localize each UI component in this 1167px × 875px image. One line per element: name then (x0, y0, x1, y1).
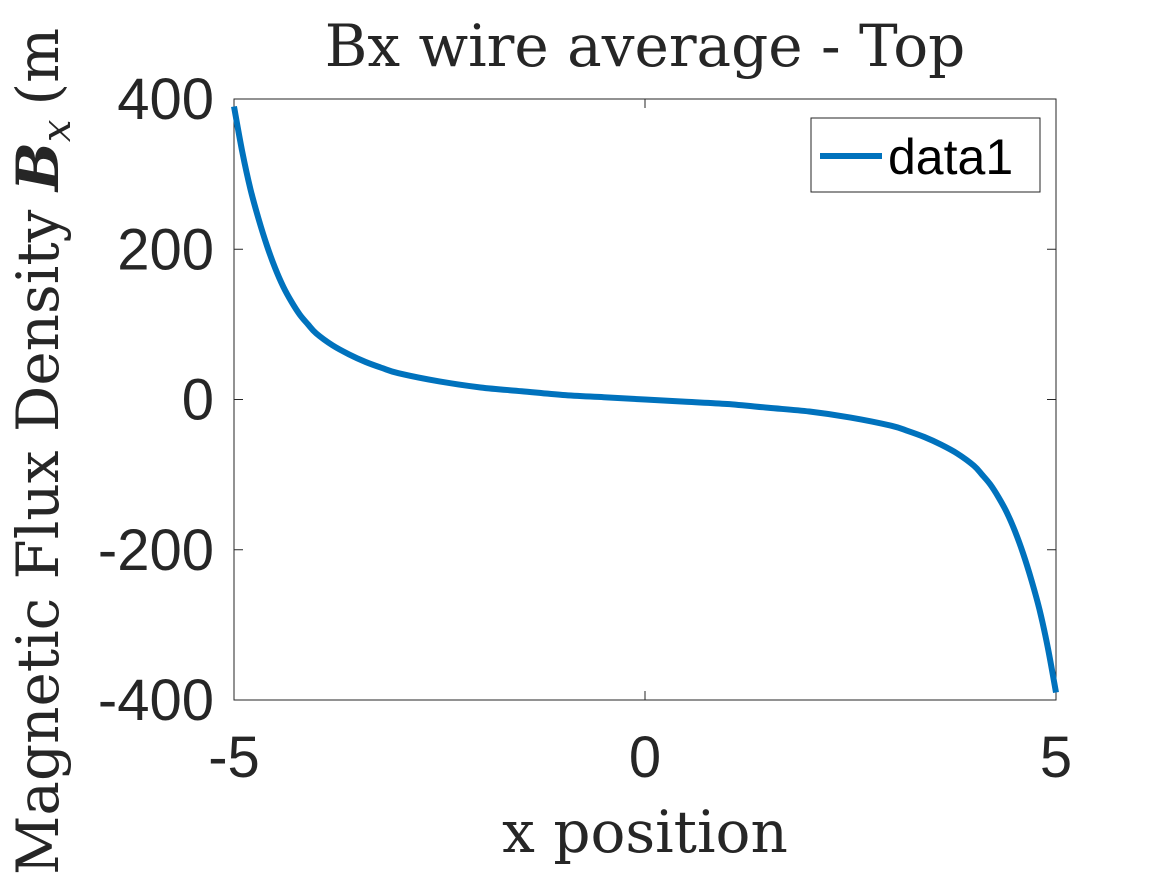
legend: data1 (810, 117, 1041, 193)
axis-ticks (233, 98, 1057, 701)
x-tick-label: -5 (208, 725, 260, 790)
x-tick-labels: -5 0 5 (208, 725, 1072, 790)
y-tick-label: 400 (117, 67, 214, 132)
x-tick-label: 0 (629, 725, 661, 790)
y-tick-label: -400 (98, 668, 214, 733)
y-axis-label-subscript: x (34, 120, 80, 143)
legend-label: data1 (888, 129, 1013, 185)
chart-title: Bx wire average - Top (325, 12, 966, 80)
y-axis-label-unit: (m (4, 28, 72, 106)
y-tick-label: 0 (182, 368, 214, 433)
y-axis-label: Magnetic Flux Density Bx (m (4, 28, 80, 875)
y-tick-label: -200 (98, 518, 214, 583)
y-axis-label-text: Magnetic Flux Density (4, 191, 72, 875)
y-axis-label-symbol: B (4, 142, 72, 193)
y-tick-labels: -400 -200 0 200 400 (98, 67, 214, 733)
y-tick-label: 200 (117, 217, 214, 282)
x-tick-label: 5 (1040, 725, 1072, 790)
x-axis-label: x position (502, 798, 788, 866)
series-line-data1 (231, 105, 1059, 694)
